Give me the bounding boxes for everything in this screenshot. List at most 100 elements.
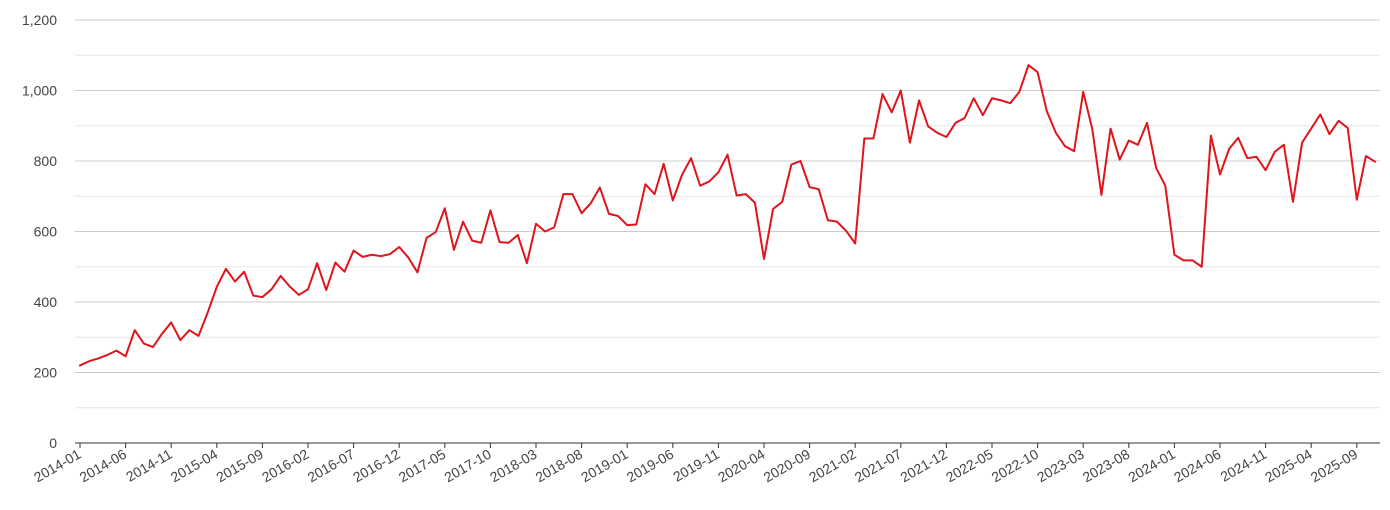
data-point (617, 215, 619, 217)
data-point (772, 208, 774, 210)
data-point (1018, 91, 1020, 93)
data-point (243, 271, 245, 273)
data-point (389, 253, 391, 255)
x-tick-label: 2021-07 (852, 446, 905, 486)
data-point (1338, 120, 1340, 122)
data-point (1173, 254, 1175, 256)
data-point (562, 193, 564, 195)
x-tick-label: 2025-04 (1262, 446, 1315, 486)
data-point (1328, 133, 1330, 135)
data-point (763, 258, 765, 260)
data-point (909, 142, 911, 144)
data-point (699, 185, 701, 187)
data-point (535, 223, 537, 225)
data-point (1274, 151, 1276, 153)
x-tick-label: 2020-04 (715, 446, 768, 486)
data-point (134, 329, 136, 331)
x-tick-label: 2024-11 (1218, 446, 1270, 485)
x-tick-label: 2020-09 (761, 446, 814, 486)
data-point (1310, 128, 1312, 130)
data-point (717, 171, 719, 173)
data-point (608, 213, 610, 215)
data-point (1155, 167, 1157, 169)
x-tick-label: 2022-10 (989, 446, 1042, 486)
x-tick-label: 2014-06 (77, 446, 130, 486)
data-point (672, 199, 674, 201)
data-point (1265, 169, 1267, 171)
x-tick-label: 2024-01 (1125, 446, 1178, 486)
data-point (407, 257, 409, 259)
data-point (1119, 159, 1121, 161)
data-point (1091, 128, 1093, 130)
data-point (754, 202, 756, 204)
data-point (1137, 144, 1139, 146)
data-point (581, 212, 583, 214)
x-tick-label: 2021-12 (897, 446, 950, 486)
data-point (1210, 135, 1212, 137)
data-point (1046, 110, 1048, 112)
data-point (827, 219, 829, 221)
data-point (927, 125, 929, 127)
x-tick-label: 2015-09 (213, 446, 266, 486)
data-point (571, 193, 573, 195)
data-point (143, 343, 145, 345)
data-point (489, 209, 491, 211)
x-tick-label: 2022-05 (943, 446, 996, 486)
x-tick-label: 2021-02 (806, 446, 859, 486)
data-point (79, 364, 81, 366)
data-point (234, 281, 236, 283)
y-tick-label: 200 (34, 365, 58, 381)
data-point (1100, 194, 1102, 196)
data-point (936, 132, 938, 134)
data-point (1183, 259, 1185, 261)
data-point (1237, 137, 1239, 139)
data-point (1246, 157, 1248, 159)
data-point (553, 226, 555, 228)
data-point (499, 241, 501, 243)
data-point (362, 256, 364, 258)
data-point (1128, 140, 1130, 142)
data-point (745, 193, 747, 195)
data-point (1000, 99, 1002, 101)
data-point (1064, 145, 1066, 147)
data-point (462, 221, 464, 223)
x-tick-label: 2016-02 (259, 446, 312, 486)
x-tick-label: 2014-01 (31, 446, 84, 486)
data-point (635, 223, 637, 225)
data-point (1219, 173, 1221, 175)
data-point (708, 180, 710, 182)
data-point (845, 230, 847, 232)
data-point (97, 357, 99, 359)
data-point (654, 193, 656, 195)
data-point (1374, 161, 1376, 163)
data-point (1055, 132, 1057, 134)
data-point (818, 188, 820, 190)
data-point (955, 122, 957, 124)
data-point (508, 242, 510, 244)
data-point (517, 234, 519, 236)
y-tick-label: 0 (49, 435, 57, 451)
data-point (207, 312, 209, 314)
x-tick-label: 2016-12 (350, 446, 403, 486)
data-point (471, 240, 473, 242)
data-point (343, 271, 345, 273)
data-point (790, 164, 792, 166)
data-point (453, 249, 455, 251)
x-tick-label: 2024-06 (1171, 446, 1224, 486)
y-tick-label: 1,200 (22, 12, 57, 28)
data-point (681, 174, 683, 176)
data-point (1283, 144, 1285, 146)
data-point (854, 242, 856, 244)
data-point (188, 329, 190, 331)
data-point (1201, 266, 1203, 268)
data-point (334, 262, 336, 264)
data-point (280, 275, 282, 277)
data-point (1037, 71, 1039, 73)
data-point (626, 224, 628, 226)
x-tick-label: 2019-06 (624, 446, 677, 486)
x-tick-label: 2014-11 (123, 446, 175, 485)
data-point (644, 183, 646, 185)
data-point (1228, 148, 1230, 150)
data-point (882, 93, 884, 95)
data-point (161, 333, 163, 335)
